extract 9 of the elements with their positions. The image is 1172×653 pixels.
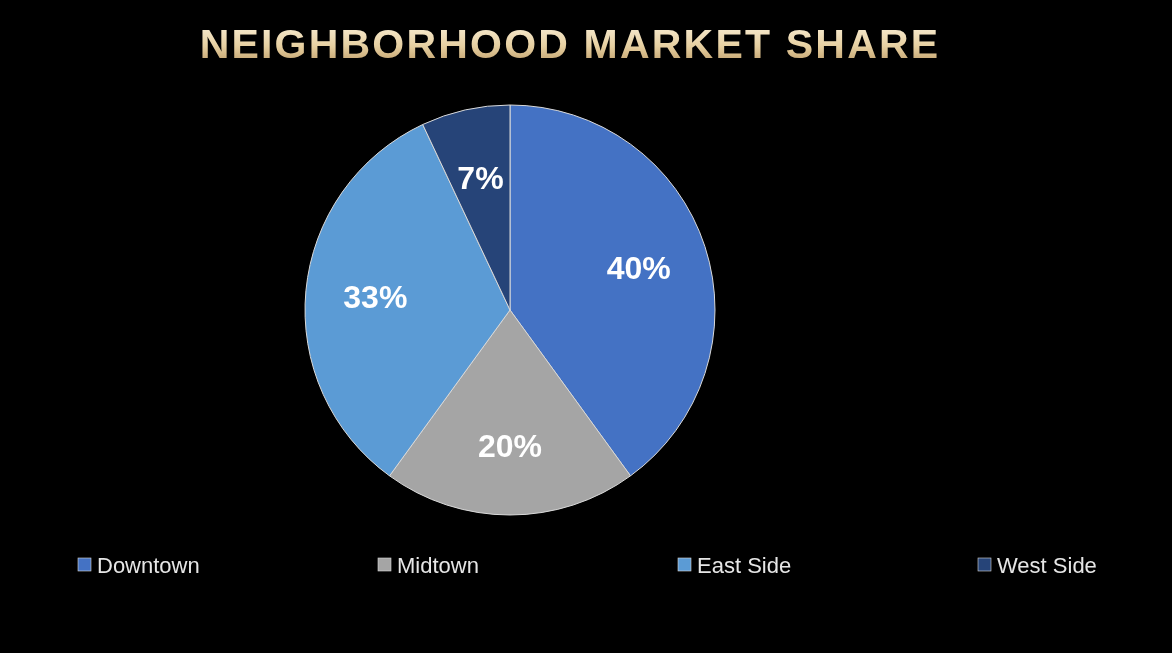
legend-label: Downtown: [97, 552, 200, 578]
legend-label: Midtown: [397, 552, 479, 578]
legend-label: East Side: [697, 552, 792, 578]
data-label: 40%: [606, 250, 671, 287]
legend-label: West Side: [997, 552, 1097, 578]
data-label: 33%: [343, 279, 408, 316]
data-label: 20%: [477, 427, 543, 464]
chart-title: NEIGHBORHOOD MARKET SHARE: [199, 21, 941, 67]
data-label: 7%: [457, 160, 504, 197]
